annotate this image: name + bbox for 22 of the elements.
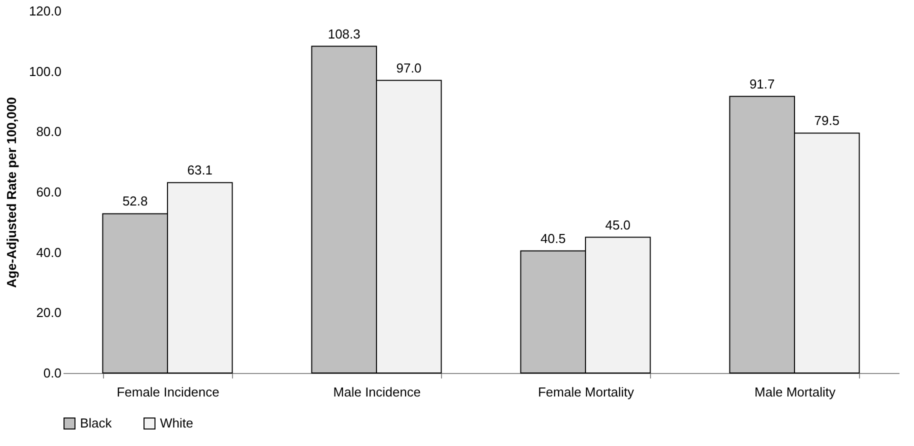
- data-label: 97.0: [396, 60, 422, 76]
- y-tick-label: 0.0: [43, 366, 62, 380]
- data-label: 91.7: [749, 76, 775, 92]
- y-tick-label: 40.0: [36, 244, 62, 260]
- x-tick-label: Male Mortality: [754, 384, 836, 400]
- y-tick-label: 100.0: [28, 64, 62, 79]
- data-label: 52.8: [122, 194, 148, 209]
- y-tick-label: 60.0: [36, 184, 62, 200]
- data-label: 79.5: [814, 113, 840, 128]
- legend-label: Black: [80, 416, 112, 431]
- data-label: 108.3: [328, 26, 360, 42]
- y-tick-label: 80.0: [36, 124, 62, 140]
- data-label: 63.1: [187, 162, 213, 178]
- data-label: 45.0: [605, 217, 631, 232]
- legend-label: White: [160, 416, 194, 431]
- y-axis-title: Age-Adjusted Rate per 100,000: [4, 97, 19, 288]
- x-tick-label: Female Mortality: [538, 384, 635, 400]
- y-tick-label: 120.0: [28, 4, 62, 18]
- y-tick-label: 20.0: [36, 305, 62, 320]
- x-tick-label: Male Incidence: [333, 384, 421, 400]
- data-label: 40.5: [540, 230, 566, 246]
- x-tick-label: Female Incidence: [116, 384, 220, 400]
